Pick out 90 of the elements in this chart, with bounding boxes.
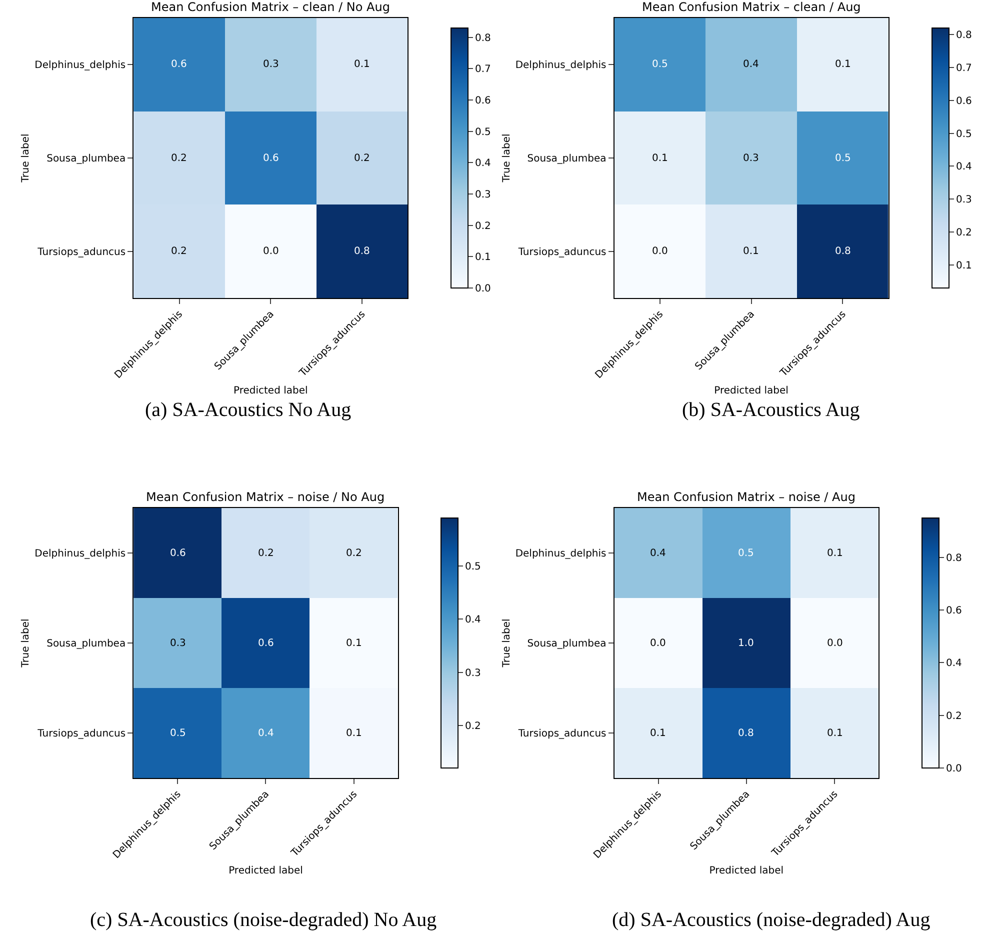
chart-title: Mean Confusion Matrix – noise / Aug [637, 490, 856, 504]
data-label: 0.1 [346, 728, 362, 739]
x-axis-title: Predicted label [228, 865, 303, 876]
data-label: 0.8 [738, 728, 754, 739]
data-label: 0.0 [652, 246, 668, 257]
data-label: 0.2 [354, 153, 370, 164]
y-tick-label: Sousa_plumbea [527, 154, 606, 164]
data-label: 0.2 [346, 548, 362, 559]
data-label: 0.1 [650, 728, 666, 739]
data-label: 0.0 [827, 638, 843, 649]
y-tick-label: Sousa_plumbea [527, 638, 606, 650]
y-tick-label: Tursiops_aduncus [36, 246, 126, 258]
color-bar-label: 0.8 [956, 30, 972, 42]
color-bar-label: 0.5 [475, 126, 491, 138]
color-bar-label: 0.2 [946, 710, 962, 722]
chart-title: Mean Confusion Matrix – clean / Aug [642, 0, 861, 14]
color-bar-label: 0.6 [956, 96, 972, 107]
data-label: 0.1 [835, 59, 851, 70]
data-label: 0.0 [263, 246, 279, 257]
color-bar-label: 0.5 [465, 561, 481, 572]
color-bar-label: 0.4 [465, 614, 481, 626]
y-tick-label: Delphinus_delphis [515, 548, 606, 560]
color-bar-label: 0.8 [946, 552, 962, 564]
y-axis-title: True label [20, 618, 32, 668]
color-bar-label: 0.4 [956, 162, 972, 173]
data-label: 0.6 [258, 638, 274, 649]
y-axis-title: True label [501, 134, 512, 184]
chart-title: Mean Confusion Matrix – clean / No Aug [151, 0, 390, 14]
color-bar-label: 0.7 [475, 64, 491, 76]
y-tick-label: Sousa_plumbea [46, 638, 126, 650]
data-label: 0.6 [171, 59, 187, 70]
y-tick-label: Delphinus_delphis [515, 60, 606, 72]
data-label: 0.3 [743, 153, 759, 164]
y-tick-label: Sousa_plumbea [46, 154, 126, 164]
data-label: 0.8 [835, 246, 851, 257]
data-label: 0.2 [258, 548, 274, 559]
x-axis-title: Predicted label [714, 385, 788, 396]
y-tick-label: Tursiops_aduncus [517, 246, 606, 258]
data-label: 0.1 [827, 728, 843, 739]
data-label: 0.4 [258, 728, 274, 739]
y-tick-label: Delphinus_delphis [34, 60, 126, 72]
y-tick-label: Tursiops_aduncus [517, 728, 606, 740]
data-label: 0.1 [346, 638, 362, 649]
data-label: 0.4 [650, 548, 666, 559]
data-label: 0.5 [738, 548, 754, 559]
color-bar-label: 0.6 [475, 96, 491, 107]
color-bar-label: 0.3 [465, 668, 481, 679]
data-label: 0.2 [171, 153, 187, 164]
data-label: 0.1 [743, 246, 759, 257]
data-label: 0.6 [263, 153, 279, 164]
color-bar-label: 0.2 [465, 720, 481, 732]
data-label: 0.3 [170, 638, 186, 649]
color-bar-label: 0.3 [956, 194, 972, 206]
data-label: 0.5 [170, 728, 186, 739]
data-label: 0.6 [170, 548, 186, 559]
y-tick-label: Delphinus_delphis [34, 548, 126, 560]
color-bar-label: 0.0 [946, 764, 962, 774]
color-bar-label: 0.3 [475, 190, 491, 201]
text: (c) SA-Acoustics (noise-degraded) No Aug [90, 909, 437, 931]
x-axis-title: Predicted label [233, 385, 308, 396]
chart-title: Mean Confusion Matrix – noise / No Aug [146, 490, 385, 504]
color-bar-label: 0.0 [475, 284, 491, 294]
color-bar-label: 0.1 [956, 260, 972, 272]
text: (b) SA-Acoustics Aug [682, 399, 860, 421]
color-bar-label: 0.5 [956, 128, 972, 140]
y-axis-title: True label [501, 618, 512, 668]
color-bar-label: 0.7 [956, 62, 972, 74]
data-label: 0.2 [171, 246, 187, 257]
data-label: 0.8 [354, 246, 370, 257]
data-label: 0.1 [827, 548, 843, 559]
data-label: 0.5 [835, 153, 851, 164]
color-bar-label: 0.1 [475, 252, 491, 264]
color-bar-label: 0.6 [946, 606, 962, 617]
data-label: 0.0 [650, 638, 666, 649]
color-bar-label: 0.2 [475, 220, 491, 232]
text: (a) SA-Acoustics No Aug [145, 399, 352, 421]
color-bar-label: 0.4 [475, 158, 491, 170]
data-label: 0.5 [652, 59, 668, 70]
x-axis-title: Predicted label [709, 865, 784, 876]
color-bar-label: 0.4 [946, 658, 962, 670]
data-label: 0.3 [263, 59, 279, 70]
y-axis-title: True label [20, 134, 32, 184]
text: (d) SA-Acoustics (noise-degraded) Aug [612, 909, 930, 931]
y-tick-label: Tursiops_aduncus [36, 728, 126, 740]
data-label: 1.0 [738, 638, 754, 649]
color-bar-label: 0.2 [956, 228, 972, 239]
color-bar-label: 0.8 [475, 32, 491, 44]
data-label: 0.1 [652, 153, 668, 164]
data-label: 0.4 [743, 59, 759, 70]
data-label: 0.1 [354, 59, 370, 70]
